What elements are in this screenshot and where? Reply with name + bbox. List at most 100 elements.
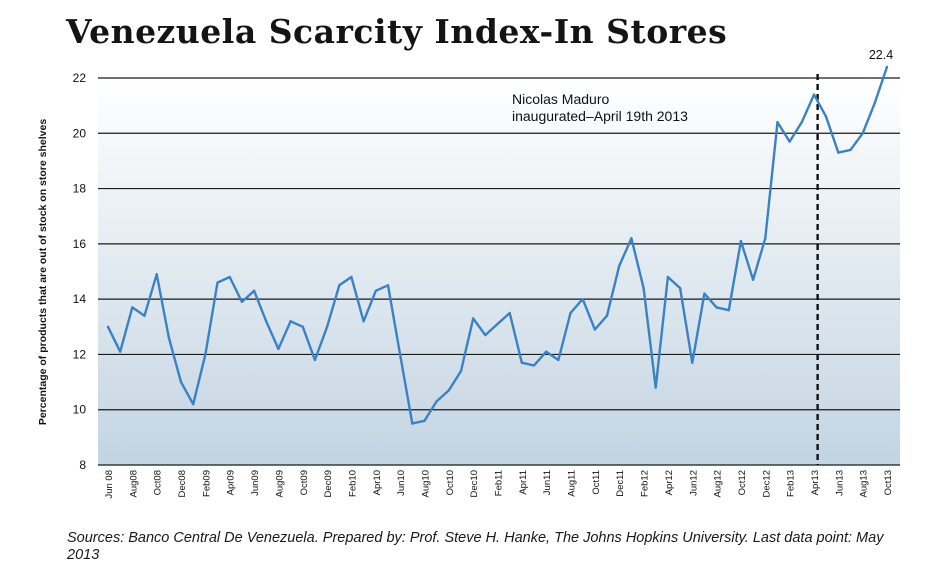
x-tick-label: Aug09 [274, 470, 285, 497]
data-point [484, 333, 487, 337]
data-point [252, 289, 256, 293]
grid-lines [98, 77, 900, 466]
x-tick-label: Dec10 [469, 470, 480, 497]
annotation-line1: Nicolas Maduro [512, 91, 609, 107]
x-tick-label: Oct12 [737, 470, 748, 495]
data-point [471, 317, 475, 320]
x-tick-label: Aug13 [859, 470, 870, 497]
y-axis-ticks: 8 10 12 14 16 18 20 22 [73, 71, 87, 472]
x-tick-label: Oct10 [445, 470, 456, 495]
data-point [776, 121, 779, 124]
y-tick-label: 10 [73, 403, 87, 417]
last-point-label: 22.4 [869, 48, 893, 62]
data-point [654, 386, 657, 389]
data-point [118, 350, 122, 353]
data-point [727, 309, 730, 312]
data-point [435, 400, 438, 403]
data-point [338, 284, 341, 287]
data-point [374, 289, 377, 293]
x-tick-label: Jun09 [250, 470, 261, 496]
data-point [593, 328, 597, 331]
x-tick-label: Apr09 [226, 470, 237, 495]
data-point [703, 292, 706, 295]
data-point [812, 93, 816, 96]
data-point [605, 314, 609, 317]
x-tick-label: Jun 08 [104, 470, 115, 499]
data-point [240, 300, 244, 304]
x-tick-label: Jun11 [542, 470, 553, 495]
x-tick-label: Jun10 [396, 470, 407, 496]
data-point [618, 264, 621, 268]
data-point [764, 237, 767, 240]
data-point [398, 353, 402, 356]
x-tick-label: Dec11 [615, 470, 626, 497]
y-tick-label: 14 [73, 292, 87, 306]
x-tick-label: Aug08 [128, 470, 139, 497]
x-axis-ticks: Jun 08 Aug08 Oct08 Dec08 Feb09 Apr09 Jun09 Aug0… [104, 470, 894, 499]
data-point [216, 281, 219, 284]
data-point [873, 101, 877, 105]
data-point [350, 275, 353, 279]
x-tick-label: Dec12 [761, 470, 772, 497]
x-tick-label: Feb13 [786, 470, 797, 497]
data-point [557, 358, 560, 362]
x-tick-label: Apr12 [664, 470, 675, 495]
chart-title: Venezuela Scarcity Index-In Stores [66, 12, 728, 51]
data-point [739, 239, 743, 243]
data-point [532, 364, 536, 367]
x-tick-label: Aug10 [420, 470, 431, 497]
data-point [751, 278, 755, 281]
data-point [885, 65, 889, 69]
x-tick-label: Aug11 [567, 470, 578, 497]
data-point [581, 297, 584, 301]
data-point [265, 320, 268, 323]
x-tick-label: Oct09 [299, 470, 310, 495]
data-point [204, 353, 207, 356]
data-point [715, 306, 718, 309]
x-tick-label: Feb09 [201, 470, 212, 497]
x-tick-label: Feb10 [347, 470, 358, 497]
data-point [179, 380, 183, 384]
data-point [666, 275, 670, 279]
data-point [642, 286, 645, 290]
y-tick-label: 16 [73, 237, 87, 251]
y-tick-label: 8 [79, 458, 86, 472]
data-point [861, 132, 864, 135]
data-point [837, 151, 840, 154]
y-tick-label: 12 [73, 347, 87, 361]
data-point [544, 350, 548, 353]
x-tick-label: Apr11 [518, 470, 529, 495]
data-point [106, 325, 110, 328]
x-tick-label: Jun12 [688, 470, 699, 496]
data-point [423, 419, 426, 422]
x-tick-label: Feb12 [640, 470, 651, 497]
data-point [630, 237, 633, 240]
annotation-line2: inaugurated–April 19th 2013 [512, 108, 688, 124]
data-point [143, 314, 146, 317]
data-point [508, 311, 511, 315]
data-point [325, 325, 329, 328]
data-point [289, 320, 292, 323]
data-point [277, 347, 280, 351]
data-point [691, 361, 694, 364]
data-point [569, 311, 572, 315]
plot-area [98, 78, 900, 465]
data-point [447, 389, 451, 392]
y-tick-label: 22 [73, 71, 87, 85]
x-tick-label: Oct08 [153, 470, 164, 495]
source-note: Sources: Banco Central De Venezuela. Pre… [67, 530, 884, 563]
x-tick-label: Apr13 [810, 470, 821, 495]
data-point [496, 322, 499, 326]
x-tick-label: Dec08 [177, 470, 188, 497]
series-group: 22.4 [106, 48, 893, 425]
data-point [411, 422, 414, 425]
data-point [228, 275, 231, 279]
data-point [459, 369, 463, 373]
data-point [788, 140, 791, 143]
data-point [386, 284, 390, 287]
x-tick-label: Oct13 [883, 470, 894, 495]
data-point [520, 361, 524, 364]
x-tick-label: Feb11 [494, 470, 505, 496]
